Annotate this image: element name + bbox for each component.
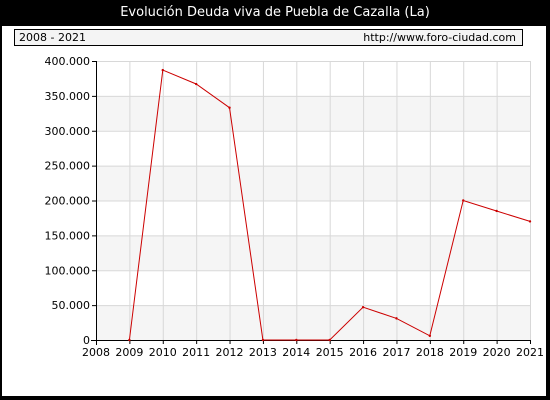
x-tick-label: 2013 [249,346,277,359]
data-point [194,82,198,86]
x-tick-label: 2015 [316,346,344,359]
data-point [328,338,331,342]
x-tick-label: 2018 [416,346,444,359]
x-tick-label: 2008 [82,346,110,359]
data-point [428,334,432,338]
data-point [261,338,265,342]
x-tick-label: 2016 [349,346,377,359]
grid-band [96,165,530,201]
y-tick-label: 250.000 [45,160,91,173]
data-point [395,317,398,320]
y-tick-label: 300.000 [45,125,91,138]
info-bar: 2008 - 2021 http://www.foro-ciudad.com [14,29,523,46]
data-point [228,106,231,109]
x-tick-label: 2012 [216,346,244,359]
x-tick-label: 2021 [516,346,544,359]
y-tick-label: 50.000 [52,299,91,312]
y-tick-label: 350.000 [45,90,91,103]
x-tick-label: 2020 [483,346,511,359]
chart-canvas: 2008 - 2021 http://www.foro-ciudad.com 0… [2,26,546,396]
chart-title: Evolución Deuda viva de Puebla de Cazall… [120,5,430,20]
x-tick-label: 2009 [115,346,143,359]
x-tick-label: 2019 [449,346,477,359]
line-chart: 0 50.000 100.000 150.000 200.000 250.000 300.0… [45,55,545,359]
y-tick-label: 400.000 [45,55,91,68]
data-point [361,306,365,309]
period-label: 2008 - 2021 [19,31,86,44]
y-tick-label: 100.000 [45,264,91,277]
x-tick-label: 2010 [149,346,177,359]
data-point [161,68,164,72]
x-tick-label: 2017 [382,346,410,359]
source-url[interactable]: http://www.foro-ciudad.com [363,31,516,44]
data-point [462,199,465,202]
y-tick-label: 0 [83,334,90,347]
x-tick-label: 2014 [282,346,310,359]
data-point [528,220,532,223]
grid-band [96,235,530,271]
data-point [295,338,298,342]
x-tick-label: 2011 [182,346,210,359]
y-tick-label: 200.000 [45,195,91,208]
grid-band [96,95,530,131]
grid-band [96,305,530,340]
y-tick-label: 150.000 [45,229,91,242]
data-point [128,338,131,342]
data-point [495,209,498,213]
